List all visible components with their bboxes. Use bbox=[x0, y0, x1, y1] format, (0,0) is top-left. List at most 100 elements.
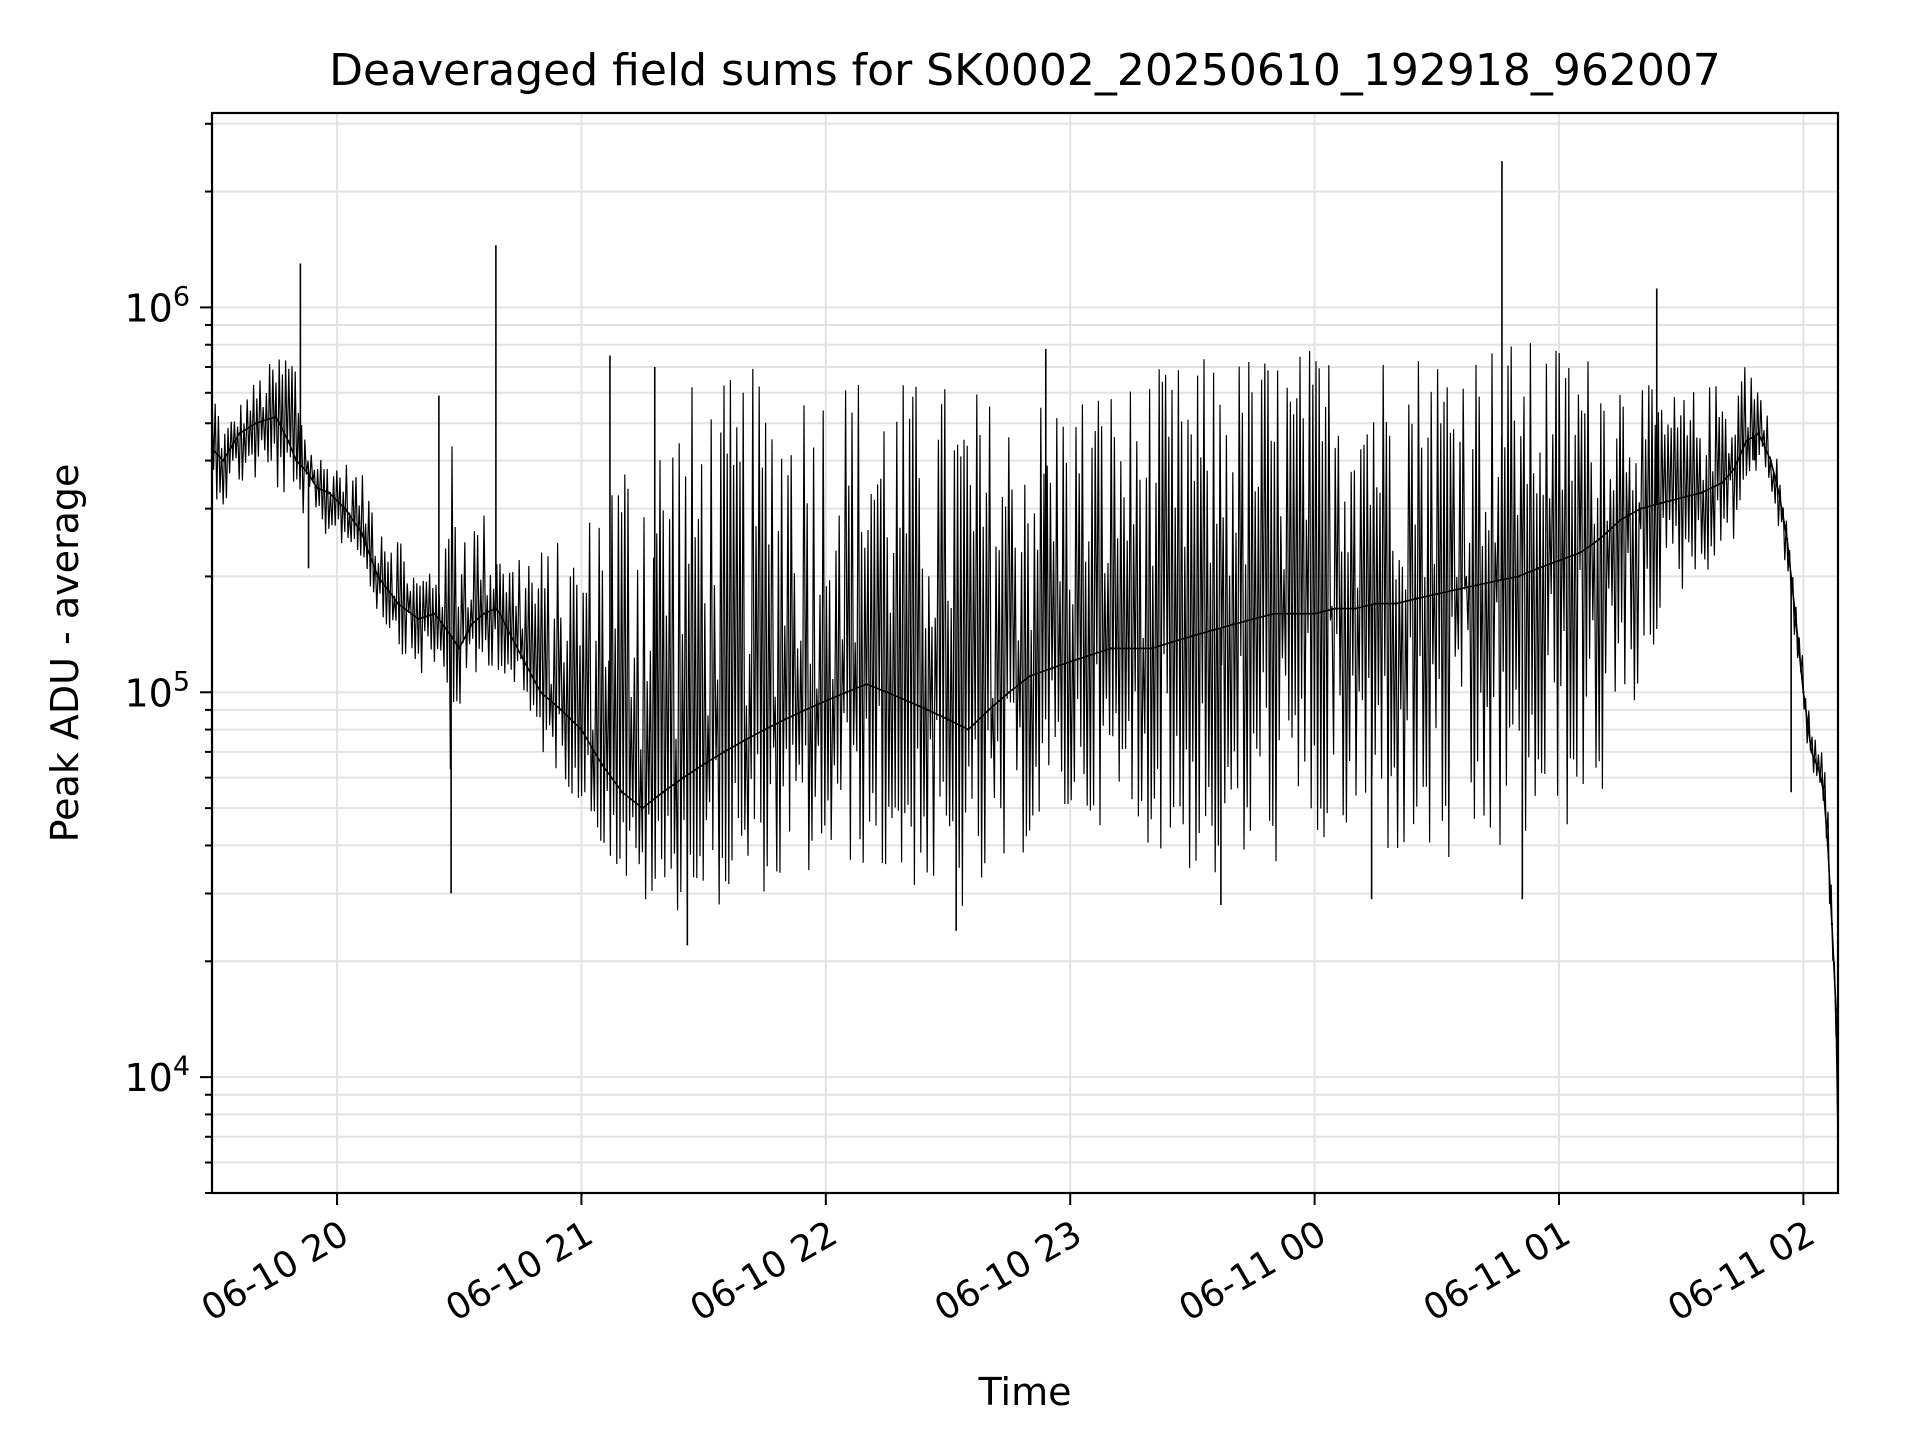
data-point bbox=[498, 612, 502, 615]
data-point bbox=[1822, 791, 1825, 794]
data-point bbox=[539, 691, 542, 694]
data-point bbox=[1456, 588, 1459, 591]
y-tick-label: 105 bbox=[124, 666, 190, 715]
data-point bbox=[1476, 583, 1479, 587]
data-point bbox=[482, 612, 485, 615]
data-point bbox=[1830, 922, 1834, 926]
data-point bbox=[1517, 575, 1520, 578]
data-point bbox=[433, 612, 436, 615]
data-point bbox=[1374, 602, 1377, 605]
data-point bbox=[1537, 567, 1540, 570]
data-point bbox=[1802, 691, 1805, 694]
data-point bbox=[559, 708, 563, 712]
data-point bbox=[360, 531, 363, 534]
data-point bbox=[967, 728, 970, 731]
data-point bbox=[221, 459, 225, 462]
data-point bbox=[1785, 537, 1789, 541]
data-point bbox=[722, 750, 726, 754]
data-point bbox=[287, 439, 290, 443]
data-point bbox=[1578, 551, 1581, 555]
data-point bbox=[1818, 771, 1821, 774]
y-tick-exponent: 5 bbox=[173, 666, 190, 697]
data-point bbox=[987, 708, 990, 712]
data-point bbox=[1680, 496, 1683, 500]
data-point bbox=[1557, 559, 1561, 562]
chart-title: Deaveraged field sums for SK0002_2025061… bbox=[329, 45, 1721, 96]
data-point bbox=[1598, 537, 1601, 541]
data-point bbox=[1394, 602, 1398, 605]
data-point bbox=[1618, 519, 1622, 522]
data-point bbox=[1272, 612, 1276, 615]
data-point bbox=[682, 776, 685, 779]
data-point bbox=[824, 699, 827, 703]
data-point bbox=[1231, 623, 1235, 626]
data-point bbox=[1048, 667, 1052, 671]
y-tick-base: 10 bbox=[124, 671, 172, 715]
data-point bbox=[1777, 491, 1781, 494]
data-point bbox=[1435, 592, 1439, 596]
axes-frame bbox=[210, 111, 1840, 1195]
y-tick-base: 10 bbox=[124, 1056, 172, 1100]
data-point bbox=[743, 739, 746, 742]
data-point bbox=[295, 459, 298, 462]
y-tick-base: 10 bbox=[124, 286, 172, 330]
data-point bbox=[580, 728, 583, 731]
data-point bbox=[1732, 467, 1736, 471]
data-point bbox=[1170, 640, 1174, 644]
data-point bbox=[470, 623, 473, 626]
data-point bbox=[315, 486, 318, 489]
y-tick-label: 104 bbox=[124, 1051, 190, 1100]
data-point bbox=[1130, 647, 1133, 650]
data-point bbox=[327, 491, 331, 494]
data-point bbox=[1109, 647, 1113, 650]
data-point bbox=[946, 718, 950, 721]
data-point bbox=[1810, 750, 1813, 754]
data-point bbox=[1415, 597, 1418, 600]
y-axis-label: Peak ADU - average bbox=[43, 464, 87, 843]
plot-area bbox=[210, 161, 1840, 1139]
data-point bbox=[1834, 1008, 1838, 1011]
data-point bbox=[1252, 617, 1255, 621]
data-point bbox=[376, 575, 379, 578]
data-point bbox=[458, 647, 461, 650]
data-point bbox=[1354, 607, 1357, 610]
data-point bbox=[417, 617, 420, 621]
y-tick-label: 106 bbox=[124, 281, 190, 330]
data-point bbox=[1211, 629, 1215, 632]
data-point bbox=[763, 728, 766, 731]
data-point bbox=[1007, 691, 1011, 694]
data-point bbox=[865, 682, 868, 686]
data-point bbox=[1720, 481, 1724, 485]
series-trace bbox=[212, 343, 1838, 1038]
data-point bbox=[885, 691, 889, 694]
data-point bbox=[783, 718, 787, 721]
data-point bbox=[238, 432, 241, 435]
data-point bbox=[1659, 502, 1663, 505]
data-point bbox=[1496, 579, 1500, 582]
data-point bbox=[804, 708, 807, 712]
data-point bbox=[1150, 647, 1153, 650]
data-point bbox=[344, 507, 347, 510]
data-point bbox=[274, 415, 278, 418]
data-point bbox=[1313, 612, 1316, 615]
data-point bbox=[1293, 612, 1296, 615]
data-point bbox=[1333, 607, 1337, 610]
data-point bbox=[1069, 660, 1072, 663]
y-tick-exponent: 4 bbox=[173, 1051, 190, 1082]
data-point bbox=[1700, 491, 1703, 494]
data-point bbox=[926, 708, 929, 712]
data-point bbox=[1757, 432, 1760, 435]
y-tick-exponent: 6 bbox=[173, 281, 190, 312]
data-point bbox=[621, 791, 624, 794]
data-point bbox=[1794, 612, 1797, 615]
x-axis-label: Time bbox=[978, 1370, 1072, 1414]
data-point bbox=[1826, 844, 1830, 847]
data-point bbox=[661, 791, 665, 794]
data-point bbox=[1769, 459, 1773, 462]
data-point bbox=[702, 763, 705, 766]
data-point bbox=[254, 422, 257, 425]
data-point bbox=[600, 763, 603, 766]
data-point bbox=[445, 629, 449, 632]
data-point bbox=[1089, 653, 1092, 657]
